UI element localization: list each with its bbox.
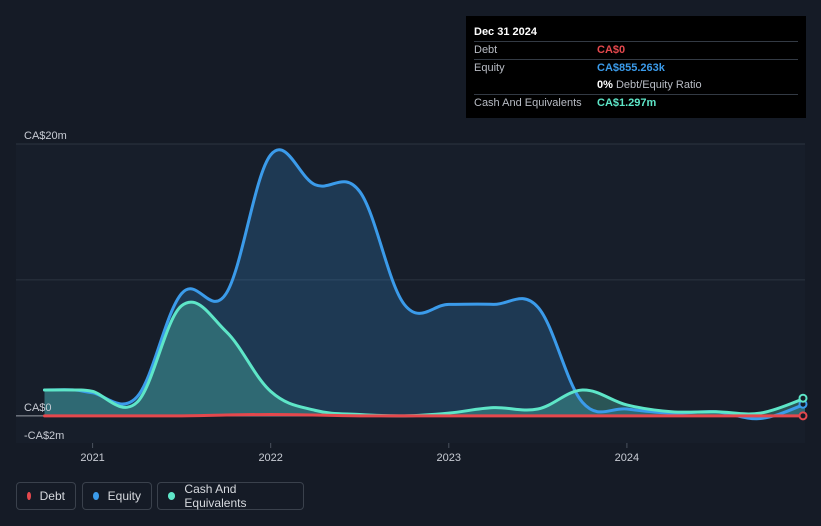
equity-area	[44, 149, 806, 419]
tooltip-equity-value: CA$855.263k	[597, 62, 665, 74]
debt-end-marker	[798, 411, 808, 421]
tooltip-panel: Dec 31 2024 Debt CA$0 Equity CA$855.263k…	[466, 16, 806, 118]
y-tick-label: -CA$2m	[24, 430, 64, 442]
x-tick-label: 2022	[258, 452, 282, 464]
y-tick-label: CA$20m	[24, 130, 67, 142]
legend-item-cash[interactable]: Cash And Equivalents	[157, 482, 304, 510]
tooltip-row-debt: Debt CA$0	[474, 41, 798, 59]
cash-and-equivalents-area	[44, 302, 806, 416]
tooltip-row-ratio: 0% Debt/Equity Ratio	[474, 77, 798, 94]
debt-dot-icon	[27, 492, 31, 500]
x-tick-label: 2021	[80, 452, 104, 464]
tooltip-ratio-suffix: Debt/Equity Ratio	[615, 79, 702, 91]
tooltip-cash-label: Cash And Equivalents	[474, 97, 582, 109]
tooltip-ratio-label	[474, 77, 597, 94]
equity-line	[42, 148, 807, 421]
tooltip-equity-label: Equity	[474, 62, 505, 74]
x-tick-label: 2023	[437, 452, 461, 464]
plot-area	[16, 144, 805, 443]
cash-and-equivalents-end-marker	[798, 393, 808, 403]
y-tick-label: CA$0	[24, 402, 52, 414]
legend-debt-label: Debt	[39, 489, 65, 503]
tooltip-row-cash: Cash And Equivalents CA$1.297m	[474, 94, 798, 112]
cash-dot-icon	[168, 492, 176, 500]
x-tick-label: 2024	[615, 452, 639, 464]
tooltip-debt-label: Debt	[474, 44, 498, 56]
tooltip-cash-value: CA$1.297m	[597, 97, 657, 109]
tooltip-debt-value: CA$0	[597, 44, 626, 56]
debt-line	[42, 412, 807, 418]
legend-item-equity[interactable]: Equity	[82, 482, 152, 510]
legend-item-debt[interactable]: Debt	[16, 482, 76, 510]
equity-dot-icon	[93, 492, 99, 500]
tooltip-row-equity: Equity CA$855.263k	[474, 59, 798, 77]
legend-equity-label: Equity	[107, 489, 141, 503]
legend-cash-label: Cash And Equivalents	[184, 482, 247, 510]
tooltip-date: Dec 31 2024	[474, 26, 537, 38]
tooltip-ratio-value: 0%	[597, 79, 613, 91]
